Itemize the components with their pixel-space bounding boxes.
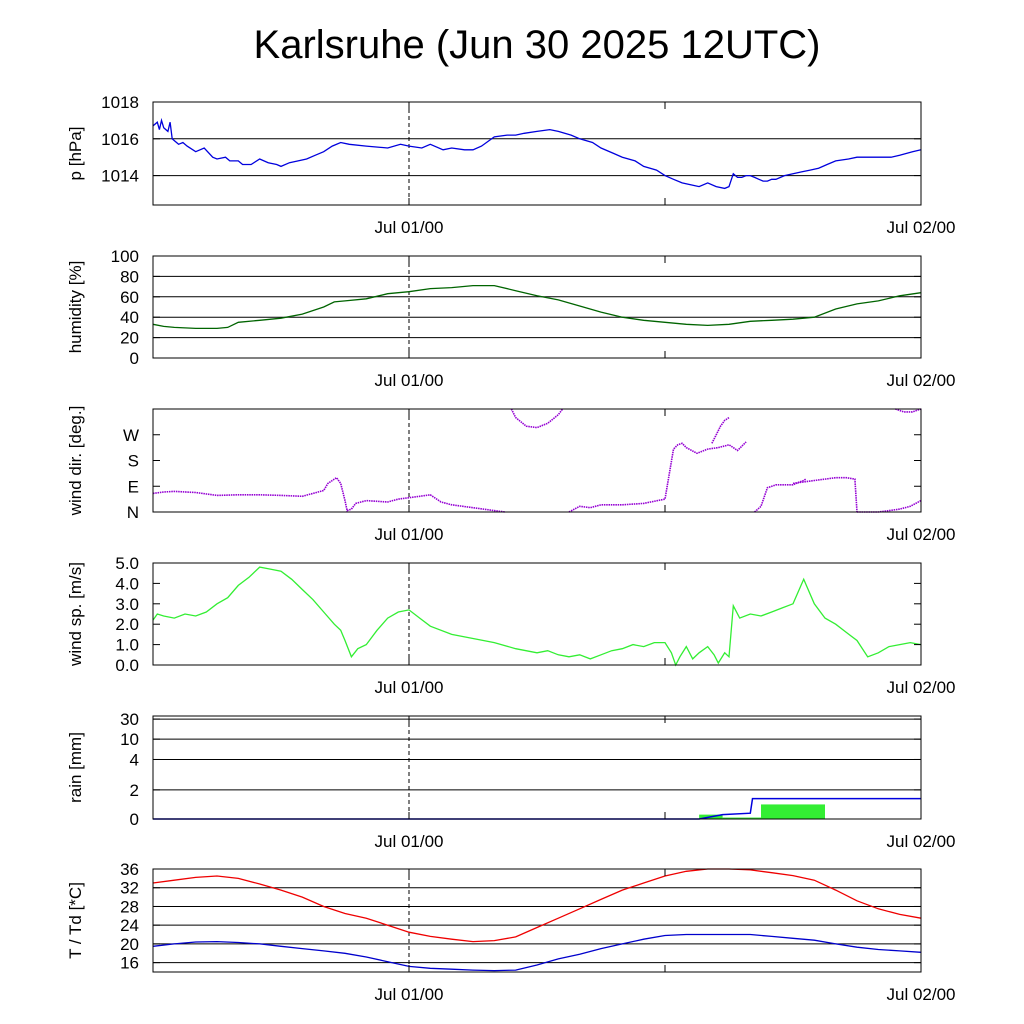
y-tick-label: 20 <box>120 935 139 954</box>
y-tick-label: 40 <box>120 308 139 327</box>
x-tick-label: Jul 01/00 <box>375 218 444 237</box>
x-tick-label: Jul 02/00 <box>887 985 956 1004</box>
panel-frame <box>152 715 922 820</box>
x-tick-label: Jul 01/00 <box>375 985 444 1004</box>
y-tick-label: 3.0 <box>115 595 139 614</box>
panel-frame <box>152 255 922 359</box>
y-tick-label: 28 <box>120 897 139 916</box>
y-tick-label: 60 <box>120 288 139 307</box>
y-tick-label: 20 <box>120 329 139 348</box>
y-tick-label: 32 <box>120 879 139 898</box>
wind-direction-trace <box>152 476 506 513</box>
y-tick-label: 2.0 <box>115 615 139 634</box>
y-tick-label: 4.0 <box>115 574 139 593</box>
panel-frame <box>152 868 922 973</box>
wind-direction-trace <box>510 408 564 429</box>
panel-frame <box>152 101 922 206</box>
panel-frame <box>152 562 922 666</box>
y-axis-title: wind dir. [deg.] <box>66 406 85 517</box>
y-tick-label: 4 <box>130 750 139 769</box>
y-axis-title: rain [mm] <box>66 732 85 803</box>
wind-direction-trace <box>895 408 922 413</box>
rain-bar <box>761 804 825 819</box>
x-tick-label: Jul 01/00 <box>375 678 444 697</box>
x-tick-label: Jul 01/00 <box>375 371 444 390</box>
y-axis-title: wind sp. [m/s] <box>66 562 85 667</box>
y-tick-label: 0 <box>130 810 139 829</box>
y-tick-label: 5.0 <box>115 554 139 573</box>
y-axis-title: p [hPa] <box>66 127 85 181</box>
y-tick-label: 1.0 <box>115 636 139 655</box>
rain-bar <box>722 817 761 819</box>
x-tick-label: Jul 02/00 <box>887 371 956 390</box>
x-tick-label: Jul 02/00 <box>887 678 956 697</box>
y-tick-label: 80 <box>120 267 139 286</box>
y-tick-label: 30 <box>120 710 139 729</box>
chart-title: Karlsruhe (Jun 30 2025 12UTC) <box>254 23 821 67</box>
pressure-line <box>152 117 922 190</box>
y-tick-label: 0.0 <box>115 656 139 675</box>
y-tick-label: N <box>127 503 139 522</box>
y-tick-label: S <box>128 452 139 471</box>
y-tick-label: 0 <box>130 349 139 368</box>
y-tick-label: 2 <box>130 781 139 800</box>
wind-direction-trace <box>711 416 730 444</box>
x-tick-label: Jul 02/00 <box>887 832 956 851</box>
y-tick-label: 36 <box>120 860 139 879</box>
x-tick-label: Jul 02/00 <box>887 525 956 544</box>
y-axis-title: humidity [%] <box>66 261 85 354</box>
wind-direction-trace <box>792 476 858 513</box>
wind_speed-line <box>152 566 922 667</box>
x-tick-label: Jul 02/00 <box>887 218 956 237</box>
y-tick-label: 24 <box>120 916 139 935</box>
humidity-line <box>152 284 922 330</box>
y-tick-label: 100 <box>111 247 139 266</box>
wind-direction-trace <box>754 478 807 513</box>
panel-1: 1014 1016 1018 Jul 01/00 Jul 02/00 p [hPa] <box>66 93 956 237</box>
x-tick-label: Jul 01/00 <box>375 525 444 544</box>
x-tick-label: Jul 01/00 <box>375 832 444 851</box>
y-tick-label: 1018 <box>101 93 139 112</box>
y-tick-label: 10 <box>120 730 139 749</box>
wind-direction-trace <box>568 441 747 513</box>
dewpoint-line <box>152 933 922 972</box>
y-tick-label: E <box>128 477 139 496</box>
temperature-line <box>152 868 922 943</box>
y-axis-title: T / Td [*C] <box>66 882 85 959</box>
y-tick-label: W <box>123 426 139 445</box>
panel-4: 0.01.0 2.03.0 4.05.0 Jul 01/00 Jul 02/00 wind… <box>66 554 956 697</box>
y-tick-label: 1014 <box>101 167 139 186</box>
y-tick-label: 16 <box>120 954 139 973</box>
y-tick-label: 1016 <box>101 130 139 149</box>
